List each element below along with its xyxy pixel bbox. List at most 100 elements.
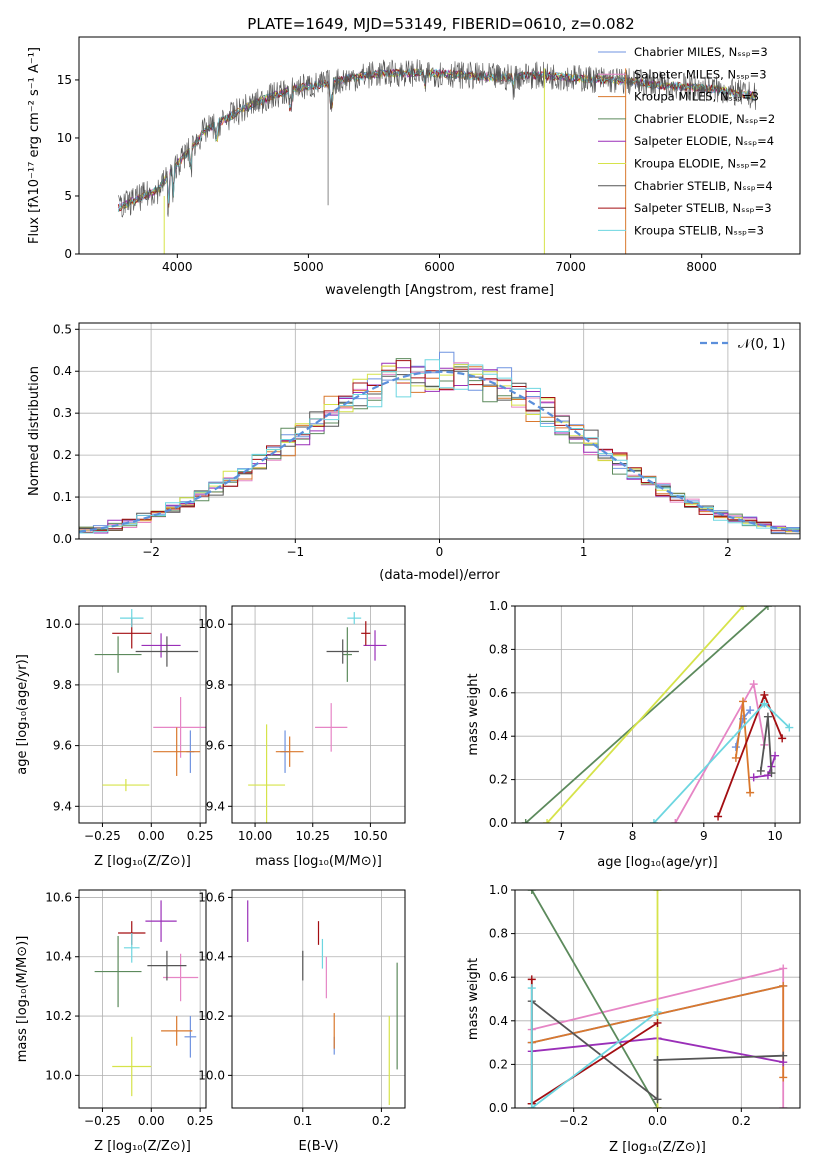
legend-label: Salpeter STELIB, Nₛₛₚ=3 [634, 201, 772, 215]
axes-frame [231, 889, 406, 1109]
y-tick-label: 10 [57, 131, 72, 145]
x-tick-label: −0.25 [84, 1114, 121, 1128]
figure-title: PLATE=1649, MJD=53149, FIBERID=0610, z=0… [247, 15, 634, 33]
y-tick-label: 9.4 [53, 799, 72, 813]
spectrum-line-chabrier_stelib [118, 59, 757, 218]
y-axis-label: Flux [fλ10⁻¹⁷ erg cm⁻² s⁻¹ A⁻¹] [27, 47, 42, 244]
x-tick-label: −0.25 [84, 829, 121, 843]
x-tick-label: 6000 [424, 260, 455, 274]
grid [232, 890, 405, 1108]
series-line [525, 606, 769, 823]
y-tick-label: 9.4 [206, 799, 225, 813]
axes-frame [78, 889, 207, 1109]
legend-label: Salpeter MILES, Nₛₛₚ=3 [634, 67, 767, 81]
errorbar-point-salpeter_miles [163, 953, 199, 1002]
y-tick-label: 0.2 [489, 773, 508, 787]
x-tick-label: 5000 [293, 260, 324, 274]
x-tick-label: 0.00 [138, 1114, 165, 1128]
x-tick-label: 0.0 [648, 1114, 667, 1128]
x-tick-label: 10.00 [238, 829, 272, 843]
y-tick-label: 0.1 [53, 490, 72, 504]
errorbar-point-salpeter_stelib [361, 621, 371, 646]
y-tick-label: 0.8 [489, 927, 508, 941]
legend: Chabrier MILES, Nₛₛₚ=3 Salpeter MILES, Nₛ… [598, 45, 775, 237]
y-tick-label: 10.2 [198, 1009, 225, 1023]
series-marker [771, 751, 780, 760]
x-tick-label: 0.25 [187, 1114, 214, 1128]
x-tick-label: 7 [557, 829, 565, 843]
series-marker [779, 1104, 788, 1108]
legend-label: Kroupa STELIB, Nₛₛₚ=3 [634, 223, 764, 237]
y-tick-label: 0.0 [53, 532, 72, 546]
y-tick-label: 1.0 [489, 599, 508, 613]
errorbar-point-salpeter_miles [153, 697, 206, 758]
series-marker [714, 812, 723, 821]
errorbar-point-kroupa_stelib [347, 612, 362, 625]
plot-area [247, 900, 398, 1106]
errorbar-point-salpeter_miles [315, 703, 348, 752]
legend-label: Kroupa MILES, Nₛₛₚ=3 [634, 90, 759, 104]
series-line [531, 890, 659, 1108]
y-tick-label: 0.6 [489, 970, 508, 984]
legend-label: Kroupa ELODIE, Nₛₛₚ=2 [634, 157, 767, 171]
series-marker [527, 975, 536, 984]
series-marker [760, 690, 769, 699]
series-marker [653, 890, 662, 894]
y-axis-label: age [log₁₀(age/yr)] [15, 654, 30, 775]
series-marker [779, 1051, 788, 1060]
series-marker [779, 1073, 788, 1082]
x-tick-label: 10.25 [296, 829, 330, 843]
series-marker [763, 712, 772, 721]
y-tick-label: 0.4 [53, 364, 72, 378]
series-marker [763, 606, 772, 610]
grid [79, 606, 206, 823]
series-chabrier_stelib [756, 712, 776, 778]
y-tick-label: 0.8 [489, 642, 508, 656]
y-tick-label: 10.0 [198, 617, 225, 631]
errorbar-point-kroupa_miles [153, 727, 201, 776]
errorbar-point-chabrier_elodie [94, 636, 142, 673]
y-tick-label: 10.6 [45, 890, 72, 904]
axes-frame [514, 605, 801, 824]
errorbar-point-kroupa_stelib [123, 933, 140, 963]
x-tick-label: −2 [142, 545, 160, 559]
x-axis-label: (data-model)/error [379, 568, 500, 583]
series-marker [543, 819, 552, 823]
errorbar-point-chabrier_stelib [147, 950, 187, 981]
y-tick-label: 9.8 [206, 678, 225, 692]
x-tick-label: 4000 [162, 260, 193, 274]
errorbar-point-kroupa_miles [275, 736, 304, 767]
y-axis-label: Normed distribution [27, 366, 42, 496]
series-marker [779, 981, 788, 990]
x-tick-label: 0.2 [732, 1114, 751, 1128]
panel-mass_vs_ebv: 0.1 0.2 10.0 10.2 10.4 10.6 E(B-V) [198, 889, 406, 1154]
errorbar-point-kroupa_elodie [248, 724, 286, 823]
series-marker [653, 1104, 662, 1108]
y-tick-label: 0.4 [489, 729, 508, 743]
series-salpeter_stelib [714, 690, 787, 821]
y-axis-label: mass weight [466, 673, 481, 755]
y-tick-label: 0.0 [489, 816, 508, 830]
y-tick-label: 0.3 [53, 406, 72, 420]
series-marker [739, 697, 747, 706]
series-marker [739, 606, 747, 610]
plot-area [521, 606, 794, 823]
series-marker [785, 723, 794, 732]
y-tick-label: 0.4 [489, 1014, 508, 1028]
normal-curve [79, 370, 800, 533]
plot-area [79, 351, 800, 535]
plot-area [248, 612, 387, 823]
y-tick-label: 0.5 [53, 322, 72, 336]
grid [79, 890, 206, 1108]
y-axis-label: mass [log₁₀(M/M⊙)] [15, 936, 30, 1063]
series-marker [731, 743, 740, 752]
panel-residuals: −2 −1 0 1 2 0.0 0.1 0.2 0.3 0.4 0.5 𝒩(0, 1) (data-mo… [27, 322, 801, 583]
series-kroupa_miles [731, 697, 755, 797]
series-marker [756, 766, 765, 775]
x-tick-label: −0.2 [559, 1114, 588, 1128]
panel-mass_weight_vs_Z: −0.2 0.0 0.2 0.0 0.2 0.4 0.6 0.8 1.0 Z [log₁₀(Z/Z… [466, 883, 801, 1155]
series-marker [767, 769, 776, 778]
errorbar-point-chabrier_elodie [94, 935, 142, 1008]
y-tick-label: 10.4 [45, 950, 72, 964]
